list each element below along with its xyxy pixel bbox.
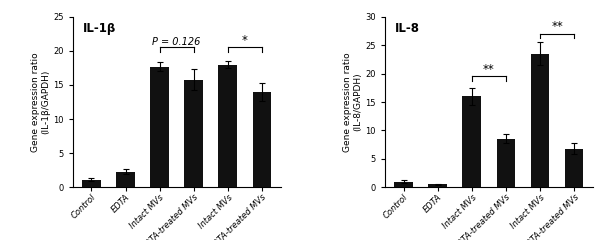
Bar [82,180,101,187]
Bar [116,172,135,187]
Y-axis label: Gene expression ratio
(IL-8/GAPDH): Gene expression ratio (IL-8/GAPDH) [343,52,362,152]
Bar [531,54,549,187]
Y-axis label: Gene expression ratio
(IL-1β/GAPDH): Gene expression ratio (IL-1β/GAPDH) [31,52,50,152]
Bar [564,149,583,187]
Text: P = 0.126: P = 0.126 [152,37,201,47]
Text: *: * [242,34,248,47]
Bar [252,92,271,187]
Bar [218,65,237,187]
Bar [185,79,203,187]
Text: **: ** [483,63,495,76]
Bar [394,181,413,187]
Bar [497,139,515,187]
Bar [150,66,169,187]
Text: IL-8: IL-8 [395,22,420,35]
Text: IL-1β: IL-1β [83,22,116,35]
Bar [462,96,481,187]
Bar [428,184,447,187]
Text: **: ** [551,20,563,33]
